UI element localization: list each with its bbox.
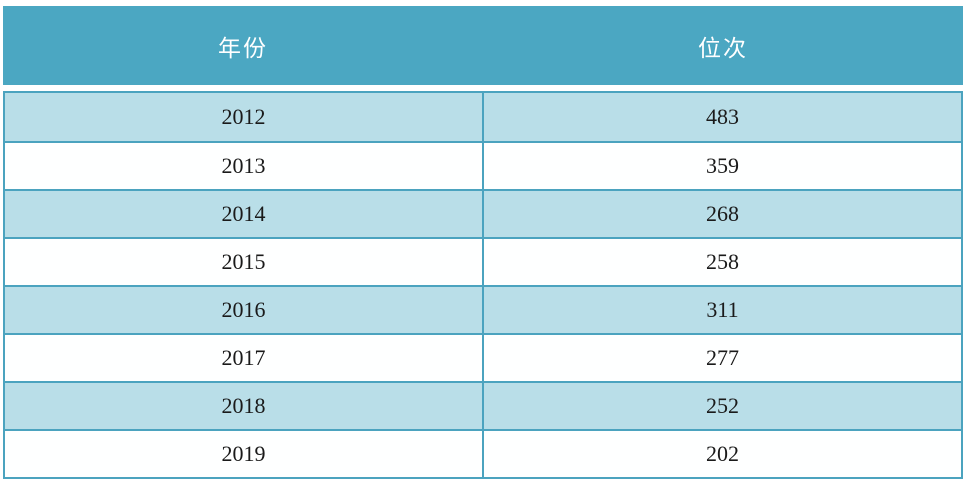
year-cell: 2014 [5, 191, 484, 237]
rank-cell: 268 [706, 201, 739, 226]
rank-cell: 252 [706, 393, 739, 418]
table-row: 2017 277 [5, 333, 961, 381]
rank-cell: 359 [706, 153, 739, 178]
rank-table: 年份 位次 2012 483 2013 359 2014 268 2015 25… [3, 6, 963, 479]
table-row: 2016 311 [5, 285, 961, 333]
column-header-rank: 位次 [698, 35, 748, 61]
table-row: 2019 202 [5, 429, 961, 477]
year-cell: 2012 [5, 93, 484, 141]
table-row: 2012 483 [5, 93, 961, 141]
year-cell: 2018 [5, 383, 484, 429]
year-cell: 2016 [5, 287, 484, 333]
table-body: 2012 483 2013 359 2014 268 2015 258 2016… [3, 91, 963, 479]
column-header-year: 年份 [218, 35, 268, 61]
table-row: 2014 268 [5, 189, 961, 237]
rank-cell: 258 [706, 249, 739, 274]
table-row: 2013 359 [5, 141, 961, 189]
year-cell: 2017 [5, 335, 484, 381]
rank-cell: 311 [706, 297, 739, 322]
rank-cell: 483 [706, 104, 739, 129]
table-row: 2015 258 [5, 237, 961, 285]
rank-cell: 277 [706, 345, 739, 370]
year-cell: 2019 [5, 431, 484, 477]
year-cell: 2015 [5, 239, 484, 285]
table-header-row: 年份 位次 [3, 6, 963, 85]
table-row: 2018 252 [5, 381, 961, 429]
year-cell: 2013 [5, 143, 484, 189]
rank-cell: 202 [706, 441, 739, 466]
